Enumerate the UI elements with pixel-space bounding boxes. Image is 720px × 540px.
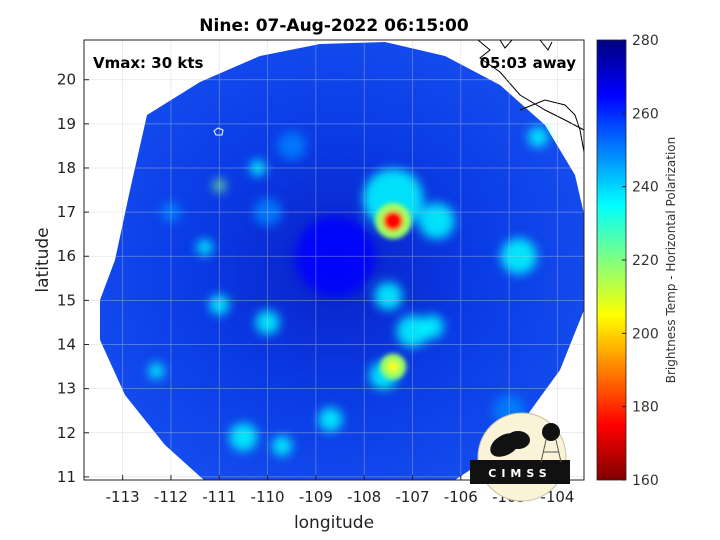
svg-text:CIMSS: CIMSS [488, 467, 551, 480]
cimss-logo: CIMSS [470, 412, 570, 502]
x-tick-label: -109 [299, 488, 333, 506]
coastline [477, 40, 584, 153]
y-tick-label: 17 [57, 203, 76, 221]
y-tick-label: 19 [57, 115, 76, 133]
x-tick-label: -111 [202, 488, 236, 506]
x-tick-label: -104 [540, 488, 574, 506]
colorbar-tick-label: 160 [632, 473, 659, 489]
brightness-blob [229, 423, 258, 452]
colorbar-tick-label: 220 [632, 253, 659, 269]
x-tick-label: -110 [251, 488, 285, 506]
colorbar-tick-label: 180 [632, 400, 659, 416]
island [213, 127, 224, 136]
x-tick-label: -107 [395, 488, 429, 506]
brightness-blob [148, 362, 165, 379]
brightness-blob [528, 127, 549, 148]
y-axis-label: latitude [33, 227, 53, 292]
y-tick-label: 15 [57, 291, 76, 309]
brightness-blob [419, 314, 444, 339]
colorbar-label: Brightness Temp - Horizontal Polarizatio… [664, 137, 678, 384]
chart-title: Nine: 07-Aug-2022 06:15:00 [199, 16, 469, 36]
vmax-label: Vmax: 30 kts [93, 54, 203, 72]
y-tick-label: 14 [57, 336, 76, 354]
brightness-blob [418, 202, 455, 239]
y-tick-label: 12 [57, 424, 76, 442]
brightness-blob [277, 131, 306, 160]
x-tick-label: -106 [444, 488, 478, 506]
brightness-blob [318, 407, 343, 432]
feature-warm-core [383, 210, 404, 231]
brightness-blob [374, 281, 403, 310]
time-away-label: 05:03 away [480, 54, 577, 72]
feature-rain-band-south [388, 361, 399, 372]
colorbar [596, 39, 627, 481]
brightness-blob [272, 436, 293, 457]
colorbar-tick-label: 280 [632, 33, 659, 49]
y-tick-label: 11 [57, 468, 76, 486]
colorbar-tick-label: 240 [632, 180, 659, 196]
y-tick-label: 16 [57, 247, 76, 265]
colorbar-tick-label: 200 [632, 326, 659, 342]
x-tick-label: -113 [106, 488, 140, 506]
y-tick-label: 18 [57, 159, 76, 177]
colorbar-tick-label: 260 [632, 106, 659, 122]
y-tick-label: 13 [57, 380, 76, 398]
brightness-blob [196, 239, 213, 256]
y-tick-label: 20 [57, 71, 76, 89]
x-tick-label: -112 [154, 488, 188, 506]
x-axis-label: longitude [294, 513, 374, 533]
x-tick-label: -108 [347, 488, 381, 506]
